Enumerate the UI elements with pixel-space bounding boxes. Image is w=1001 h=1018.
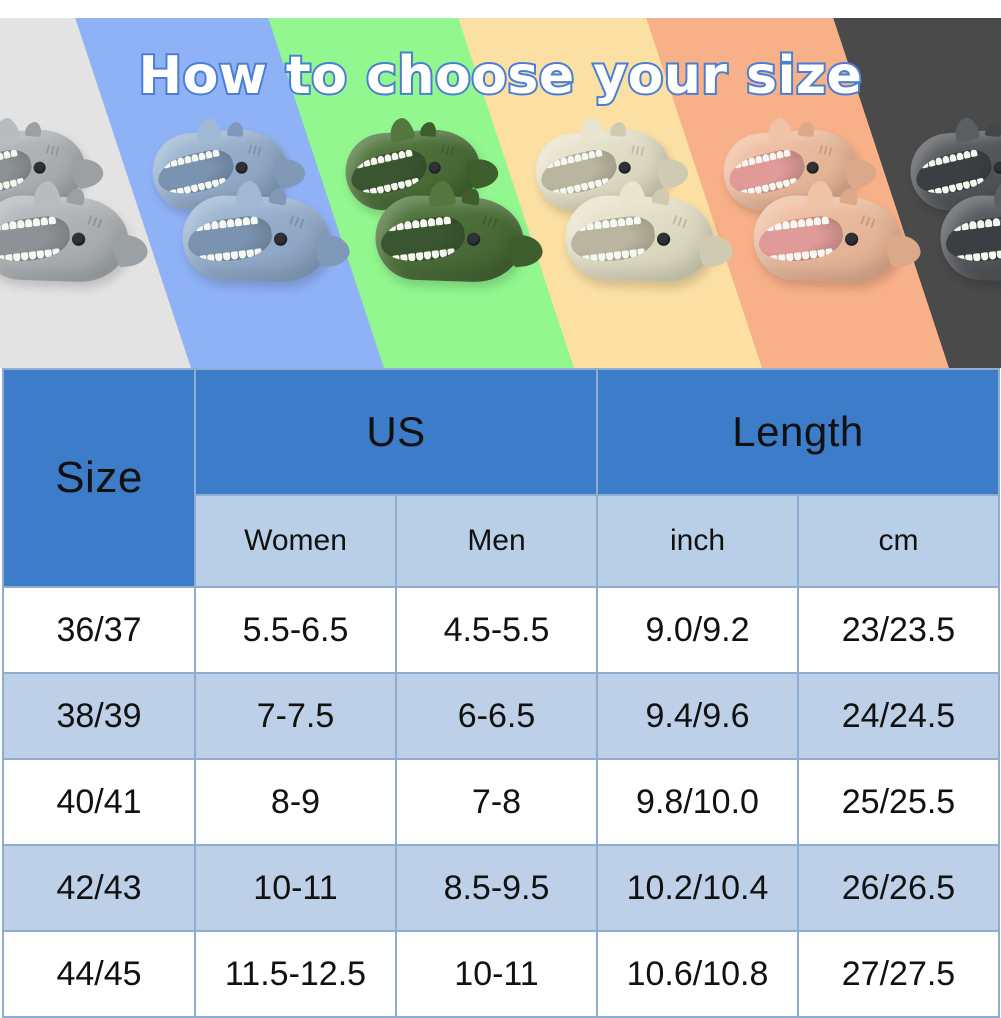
cell-men: 10-11	[395, 930, 598, 1018]
cell-cm: 25/25.5	[797, 758, 1000, 846]
cell-size: 42/43	[2, 844, 196, 932]
header-group-us: US	[194, 368, 598, 496]
page-title: How to choose your size	[137, 44, 864, 108]
table-row: 38/39 7-7.5 6-6.5 9.4/9.6 24/24.5	[2, 672, 1000, 760]
size-table: Size US Length Women Men inch cm 36/37 5.…	[2, 368, 1000, 1018]
size-table-container: Size US Length Women Men inch cm 36/37 5.…	[0, 368, 1001, 1018]
header-size: Size	[2, 368, 196, 588]
shark-slipper-icon	[939, 179, 1001, 284]
table-row: 44/45 11.5-12.5 10-11 10.6/10.8 27/27.5	[2, 930, 1000, 1018]
cell-inch: 10.2/10.4	[596, 844, 799, 932]
cell-cm: 24/24.5	[797, 672, 1000, 760]
cell-inch: 10.6/10.8	[596, 930, 799, 1018]
hero-banner	[0, 18, 1001, 368]
cell-women: 11.5-12.5	[194, 930, 397, 1018]
header-sub-men: Men	[395, 494, 598, 588]
cell-inch: 9.0/9.2	[596, 586, 799, 674]
header-sub-inch: inch	[596, 494, 799, 588]
cell-women: 7-7.5	[194, 672, 397, 760]
cell-size: 44/45	[2, 930, 196, 1018]
header-sub-women: Women	[194, 494, 397, 588]
cell-inch: 9.8/10.0	[596, 758, 799, 846]
cell-inch: 9.4/9.6	[596, 672, 799, 760]
cell-women: 5.5-6.5	[194, 586, 397, 674]
shark-slipper-pair-dark	[908, 115, 1001, 311]
table-row: 36/37 5.5-6.5 4.5-5.5 9.0/9.2 23/23.5	[2, 586, 1000, 674]
table-header-row-subheaders: Women Men inch cm	[3, 494, 1000, 588]
cell-men: 7-8	[395, 758, 598, 846]
header-sub-cm: cm	[797, 494, 1000, 588]
table-row: 42/43 10-11 8.5-9.5 10.2/10.4 26/26.5	[2, 844, 1000, 932]
cell-cm: 23/23.5	[797, 586, 1000, 674]
shark-slipper-icon	[752, 179, 922, 284]
shark-slipper-icon	[374, 179, 544, 284]
cell-size: 38/39	[2, 672, 196, 760]
shark-slipper-icon	[564, 179, 734, 284]
cell-men: 6-6.5	[395, 672, 598, 760]
table-header-row-groups: Size US Length	[2, 368, 1000, 588]
cell-cm: 27/27.5	[797, 930, 1000, 1018]
tail-fin-icon	[112, 232, 149, 268]
cell-women: 8-9	[194, 758, 397, 846]
header-group-length: Length	[596, 368, 1000, 496]
cell-women: 10-11	[194, 844, 397, 932]
table-row: 40/41 8-9 7-8 9.8/10.0 25/25.5	[2, 758, 1000, 846]
cell-size: 40/41	[2, 758, 196, 846]
cell-cm: 26/26.5	[797, 844, 1000, 932]
cell-size: 36/37	[2, 586, 196, 674]
cell-men: 4.5-5.5	[395, 586, 598, 674]
shark-slipper-icon	[181, 179, 351, 284]
cell-men: 8.5-9.5	[395, 844, 598, 932]
shark-slipper-icon	[0, 179, 149, 284]
